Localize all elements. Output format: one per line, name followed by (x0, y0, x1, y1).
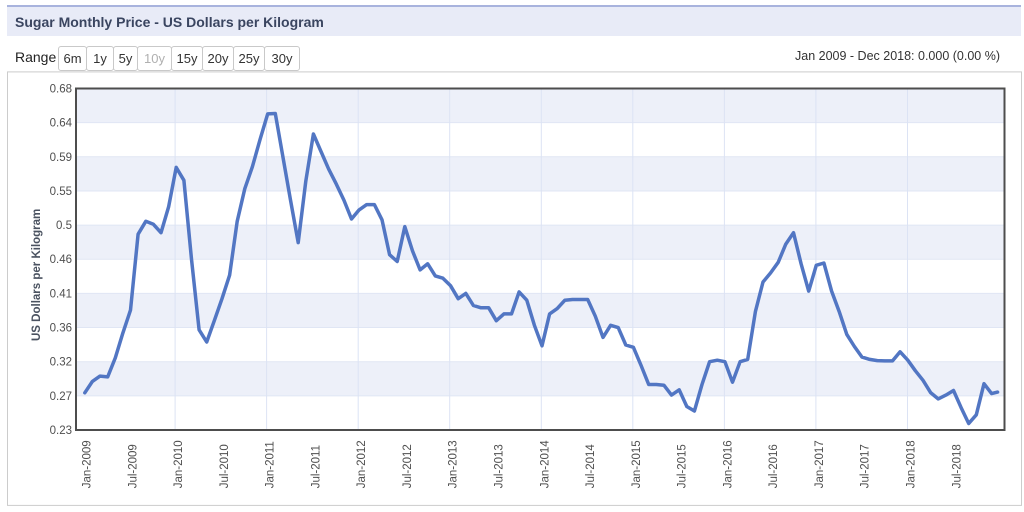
svg-text:0.32: 0.32 (50, 357, 72, 369)
svg-text:0.64: 0.64 (50, 118, 73, 130)
svg-text:Jan-2010: Jan-2010 (173, 440, 185, 488)
svg-text:0.5: 0.5 (56, 220, 72, 232)
svg-text:Jul-2010: Jul-2010 (219, 444, 231, 488)
svg-text:0.36: 0.36 (50, 323, 72, 335)
svg-text:Jul-2016: Jul-2016 (768, 444, 780, 488)
svg-text:Jul-2012: Jul-2012 (402, 444, 414, 488)
svg-text:US Dollars per Kilogram: US Dollars per Kilogram (31, 209, 43, 341)
svg-text:Jan-2015: Jan-2015 (631, 440, 643, 488)
svg-text:0.23: 0.23 (50, 425, 72, 437)
svg-text:Jul-2015: Jul-2015 (677, 444, 689, 488)
svg-text:0.59: 0.59 (50, 152, 72, 164)
svg-text:0.68: 0.68 (50, 84, 72, 96)
svg-text:Jan-2014: Jan-2014 (539, 440, 551, 489)
svg-text:0.41: 0.41 (50, 288, 72, 300)
svg-text:Jul-2017: Jul-2017 (860, 444, 872, 488)
svg-text:Jan-2017: Jan-2017 (814, 440, 826, 488)
svg-text:Jan-2018: Jan-2018 (906, 440, 918, 488)
svg-text:Jan-2013: Jan-2013 (448, 440, 460, 488)
svg-text:Jul-2013: Jul-2013 (494, 444, 506, 488)
svg-text:Jan-2009: Jan-2009 (82, 440, 94, 488)
svg-text:Jul-2018: Jul-2018 (951, 444, 963, 488)
svg-text:Jul-2014: Jul-2014 (585, 444, 597, 489)
svg-text:Jan-2012: Jan-2012 (356, 440, 368, 488)
svg-text:Jan-2016: Jan-2016 (722, 440, 734, 488)
svg-text:Jan-2011: Jan-2011 (265, 441, 277, 488)
svg-text:0.27: 0.27 (50, 391, 72, 403)
svg-text:0.46: 0.46 (50, 254, 72, 266)
svg-text:0.55: 0.55 (50, 186, 72, 198)
svg-text:Jul-2009: Jul-2009 (127, 444, 139, 488)
svg-text:Jul-2011: Jul-2011 (310, 445, 322, 488)
